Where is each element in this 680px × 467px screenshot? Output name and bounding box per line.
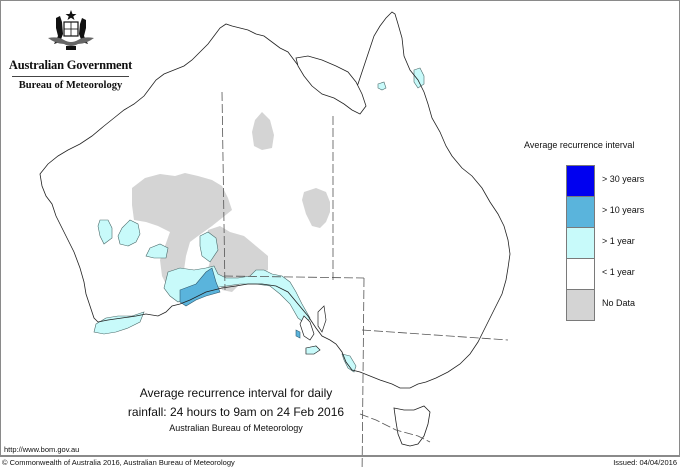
- legend-swatch: [566, 289, 595, 321]
- legend-swatch: [566, 196, 595, 227]
- legend-label: < 1 year: [602, 267, 635, 277]
- bom-logo: Australian Government Bureau of Meteorol…: [8, 8, 133, 98]
- legend-swatch: [566, 227, 595, 258]
- legend-label: > 10 years: [602, 205, 645, 215]
- gulf-of-carpentaria: [295, 55, 367, 115]
- legend-swatch: [566, 165, 595, 196]
- legend-swatch: [566, 258, 595, 289]
- kangaroo-island: [305, 345, 321, 355]
- legend-title: Average recurrence interval: [524, 140, 635, 150]
- copyright-text: © Commonwealth of Australia 2016, Austra…: [2, 458, 235, 467]
- bom-url-link[interactable]: http://www.bom.gov.au: [4, 445, 80, 454]
- gt-10-years-regions: [179, 267, 301, 339]
- issued-date: Issued: 04/04/2016: [613, 458, 677, 467]
- coat-of-arms-icon: [47, 10, 94, 50]
- caption-source: Australian Bureau of Meteorology: [169, 423, 303, 433]
- state-borders: [221, 91, 509, 467]
- logo-divider: [12, 76, 129, 77]
- legend-label: No Data: [602, 298, 636, 308]
- footer-divider: [0, 455, 680, 456]
- agency-name: Bureau of Meteorology: [18, 80, 123, 91]
- legend: Average recurrence interval > 30 years >…: [522, 140, 672, 321]
- caption-title-line-2: rainfall: 24 hours to 9am on 24 Feb 2016: [127, 405, 345, 419]
- caption-title-line-1: Average recurrence interval for daily: [139, 386, 333, 400]
- map-caption: Average recurrence interval for daily ra…: [100, 385, 372, 434]
- australia-coastline: [39, 11, 511, 389]
- legend-label: > 30 years: [602, 174, 645, 184]
- no-data-regions: [132, 112, 330, 292]
- legend-label: > 1 year: [602, 236, 635, 246]
- gulf-st-vincent: [317, 305, 327, 333]
- gt-1-year-regions: [93, 67, 425, 373]
- tasmania: [393, 405, 431, 447]
- organisation-name: Australian Government: [8, 58, 133, 72]
- spencer-gulf: [299, 315, 315, 341]
